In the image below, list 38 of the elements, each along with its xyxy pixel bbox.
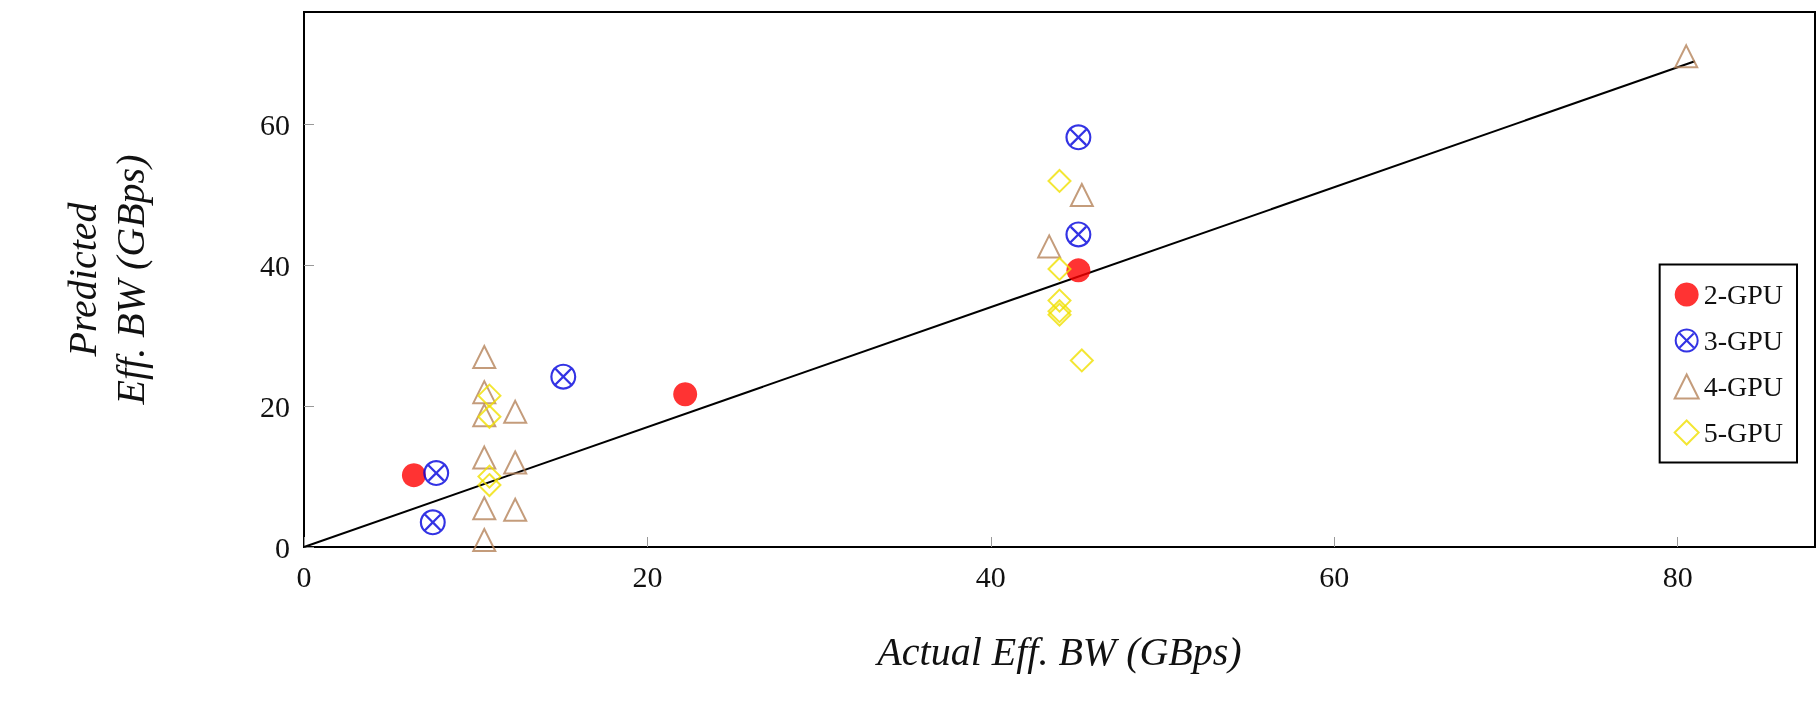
- point: [503, 399, 528, 424]
- x-axis-title: Actual Eff. BW (GBps): [874, 628, 1242, 674]
- x-tick-label: 40: [975, 559, 1006, 593]
- point: [503, 497, 528, 522]
- legend-label: 5-GPU: [1703, 417, 1784, 448]
- y-tick-label: 0: [275, 530, 290, 564]
- y-tick-label: 60: [260, 108, 290, 142]
- x-tick-label: 20: [632, 559, 663, 593]
- x-tick-label: 60: [1319, 559, 1350, 593]
- point: [1047, 288, 1072, 313]
- legend-label: 3-GPU: [1703, 325, 1784, 356]
- point: [1069, 348, 1094, 373]
- x-tick-label: 0: [296, 559, 312, 593]
- x-tick-label: 80: [1662, 559, 1693, 593]
- point: [477, 473, 502, 498]
- point: [472, 403, 497, 428]
- point: [472, 380, 497, 405]
- point: [477, 404, 502, 429]
- point: [673, 382, 698, 407]
- legend-label: 4-GPU: [1703, 371, 1784, 402]
- point: [1066, 258, 1091, 283]
- point: [477, 464, 502, 489]
- point: [401, 463, 426, 488]
- y-tick-label: 40: [260, 248, 290, 282]
- point: [477, 383, 502, 408]
- point: [1047, 256, 1072, 281]
- point: [1047, 168, 1072, 193]
- point: [472, 496, 497, 521]
- y-tick-label: 20: [260, 389, 290, 423]
- y-axis-title: Predicted Eff. BW (GBps): [59, 154, 153, 406]
- point: [472, 445, 497, 470]
- legend-label: 2-GPU: [1703, 279, 1784, 310]
- point: [1037, 234, 1062, 259]
- point: [1674, 44, 1699, 69]
- point: [503, 450, 528, 475]
- point: [472, 527, 497, 552]
- point: [472, 344, 497, 369]
- point: [1069, 183, 1094, 208]
